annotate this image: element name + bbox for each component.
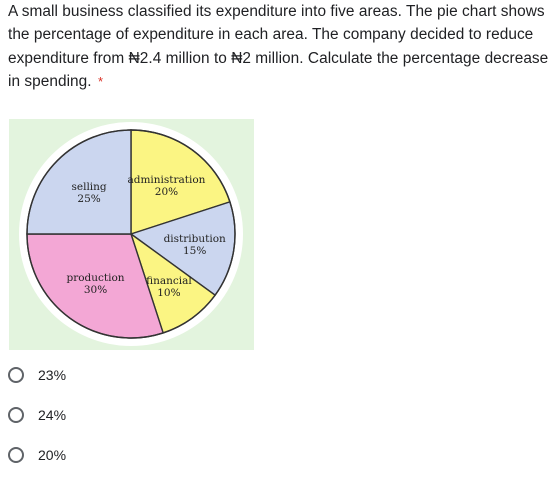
slice-label-distribution: distribution [164,233,226,245]
radio-button[interactable] [8,367,24,383]
slice-value-distribution: 15% [183,245,206,257]
question-text: A small business classified its expendit… [8,0,552,94]
slice-value-administration: 20% [155,186,178,198]
radio-button[interactable] [8,407,24,423]
slice-value-selling: 25% [77,193,100,205]
option-label: 20% [38,447,67,463]
pie-outline [26,129,236,339]
question-body: A small business classified its expendit… [8,3,549,91]
slice-value-financial: 10% [157,287,180,299]
slice-value-production: 30% [84,284,107,296]
slice-label-production: production [66,272,124,284]
option-3[interactable]: 20% [8,443,66,467]
option-1[interactable]: 23% [8,363,66,387]
slice-label-financial: financial [146,275,192,287]
slice-label-selling: selling [71,181,106,193]
slice-label-administration: administration [127,174,205,186]
option-label: 24% [38,407,67,423]
option-2[interactable]: 24% [8,403,66,427]
required-asterisk: * [97,74,104,90]
option-label: 23% [38,367,67,383]
radio-button[interactable] [8,447,24,463]
pie-chart-image: administration 20% distribution 15% financia… [9,119,254,350]
